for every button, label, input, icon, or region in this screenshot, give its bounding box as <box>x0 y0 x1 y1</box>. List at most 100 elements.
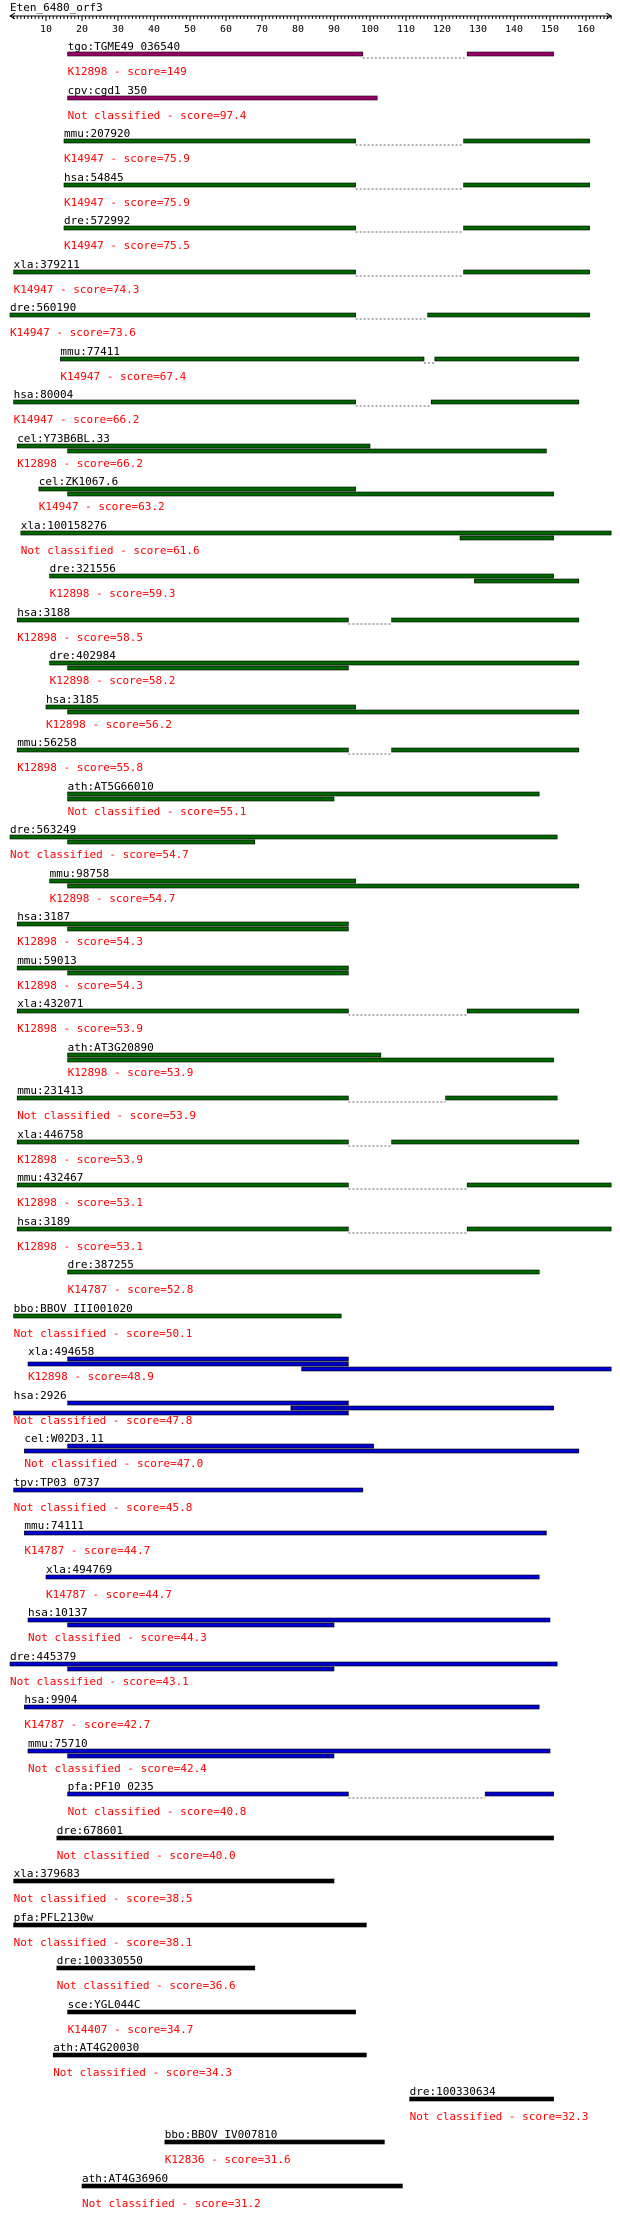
hit-ko-score-label[interactable]: K14407 - score=34.7 <box>68 2023 194 2036</box>
hit-ko-score-label[interactable]: K12898 - score=54.3 <box>17 935 143 948</box>
hit-ko-score-label[interactable]: K12898 - score=54.3 <box>17 979 143 992</box>
hit-ko-score-label[interactable]: Not classified - score=31.2 <box>82 2197 261 2210</box>
hit-ko-score-label[interactable]: Not classified - score=47.8 <box>14 1414 193 1427</box>
hit-ko-score-label[interactable]: K12898 - score=58.2 <box>50 674 176 687</box>
hit-ko-score-label[interactable]: Not classified - score=53.9 <box>17 1109 196 1122</box>
alignment-segment <box>28 1749 550 1753</box>
alignment-segment <box>17 1009 348 1013</box>
hit-ko-score-label[interactable]: K12898 - score=53.9 <box>17 1022 143 1035</box>
hit-ko-score-label[interactable]: K12898 - score=48.9 <box>28 1370 154 1383</box>
hit-ko-score-label[interactable]: K14947 - score=75.9 <box>64 196 190 209</box>
hit-ko-score-label[interactable]: Not classified - score=40.8 <box>68 1805 247 1818</box>
alignment-segment <box>68 840 255 844</box>
hit-ko-score-label[interactable]: Not classified - score=97.4 <box>68 109 247 122</box>
hit-ko-score-label[interactable]: K14947 - score=74.3 <box>14 283 140 296</box>
hit-ko-score-label[interactable]: K14787 - score=44.7 <box>24 1544 150 1557</box>
alignment-segment <box>10 313 356 317</box>
alignment-segment <box>28 1362 348 1366</box>
alignment-segment <box>68 927 349 931</box>
alignment-segment <box>446 1096 558 1100</box>
alignment-segment <box>467 1227 611 1231</box>
alignment-segment <box>68 492 554 496</box>
hit-ko-score-label[interactable]: K12898 - score=59.3 <box>50 587 176 600</box>
hit-ko-score-label[interactable]: K12898 - score=54.7 <box>50 892 176 905</box>
hit-ko-score-label[interactable]: K12898 - score=55.8 <box>17 761 143 774</box>
hit-ko-score-label[interactable]: Not classified - score=45.8 <box>14 1501 193 1514</box>
alignment-segment <box>392 748 579 752</box>
hit-ko-score-label[interactable]: Not classified - score=42.4 <box>28 1762 207 1775</box>
hit-ko-score-label[interactable]: K14947 - score=75.5 <box>64 239 190 252</box>
alignment-segment <box>60 357 424 361</box>
hit-ko-score-label[interactable]: Not classified - score=38.1 <box>14 1936 193 1949</box>
alignment-segment <box>68 449 547 453</box>
hit-ko-score-label[interactable]: K12898 - score=53.1 <box>17 1240 143 1253</box>
alignment-segment <box>291 1406 554 1410</box>
alignment-segment <box>428 313 590 317</box>
hit-ko-score-label[interactable]: K14787 - score=42.7 <box>24 1718 150 1731</box>
alignment-segment <box>24 1531 546 1535</box>
hit-ko-score-label[interactable]: Not classified - score=44.3 <box>28 1631 207 1644</box>
hit-ko-score-label[interactable]: Not classified - score=38.5 <box>14 1892 193 1905</box>
hit-ko-score-label[interactable]: K12898 - score=53.9 <box>17 1153 143 1166</box>
hit-ko-score-label[interactable]: Not classified - score=40.0 <box>57 1849 236 1862</box>
alignment-segment <box>14 1923 367 1927</box>
hit-ko-score-label[interactable]: Not classified - score=34.3 <box>53 2066 232 2079</box>
alignment-segment <box>68 710 579 714</box>
hit-ko-score-label[interactable]: Not classified - score=55.1 <box>68 805 247 818</box>
hit-ko-score-label[interactable]: K12898 - score=149 <box>68 65 187 78</box>
alignment-segment <box>17 966 348 970</box>
hit-ko-score-label[interactable]: K12898 - score=53.1 <box>17 1196 143 1209</box>
alignment-segment <box>68 52 363 56</box>
hit-ko-score-label[interactable]: Not classified - score=50.1 <box>14 1327 193 1340</box>
hit-ko-score-label[interactable]: K14947 - score=63.2 <box>39 500 165 513</box>
alignment-segment <box>24 1449 578 1453</box>
hit-alignment <box>0 2140 620 2170</box>
hit-ko-score-label[interactable]: K14787 - score=52.8 <box>68 1283 194 1296</box>
alignment-segment <box>14 1488 363 1492</box>
hit-ko-score-label[interactable]: Not classified - score=61.6 <box>21 544 200 557</box>
alignment-segment <box>460 536 554 540</box>
hit-ko-score-label[interactable]: Not classified - score=43.1 <box>10 1675 189 1688</box>
hit-ko-score-label[interactable]: K12898 - score=53.9 <box>68 1066 194 1079</box>
hit-ko-score-label[interactable]: Not classified - score=32.3 <box>410 2110 589 2123</box>
hit-ko-score-label[interactable]: K14947 - score=67.4 <box>60 370 186 383</box>
alignment-segment <box>17 1096 348 1100</box>
alignment-segment <box>53 2053 366 2057</box>
hit-ko-score-label[interactable]: K12898 - score=56.2 <box>46 718 172 731</box>
hit-ko-score-label[interactable]: Not classified - score=54.7 <box>10 848 189 861</box>
hit-ko-score-label[interactable]: Not classified - score=36.6 <box>57 1979 236 1992</box>
hit-ko-score-label[interactable]: K14947 - score=75.9 <box>64 152 190 165</box>
hit-ko-score-label[interactable]: K12836 - score=31.6 <box>165 2153 291 2166</box>
hit-ko-score-label[interactable]: K12898 - score=66.2 <box>17 457 143 470</box>
hit-ko-score-label[interactable]: K14947 - score=73.6 <box>10 326 136 339</box>
hit-ko-score-label[interactable]: K12898 - score=58.5 <box>17 631 143 644</box>
alignment-segment <box>467 52 553 56</box>
alignment-segment <box>24 1705 539 1709</box>
hit-ko-score-label[interactable]: Not classified - score=47.0 <box>24 1457 203 1470</box>
hit-ko-score-label[interactable]: K14787 - score=44.7 <box>46 1588 172 1601</box>
hit-ko-score-label[interactable]: K14947 - score=66.2 <box>14 413 140 426</box>
